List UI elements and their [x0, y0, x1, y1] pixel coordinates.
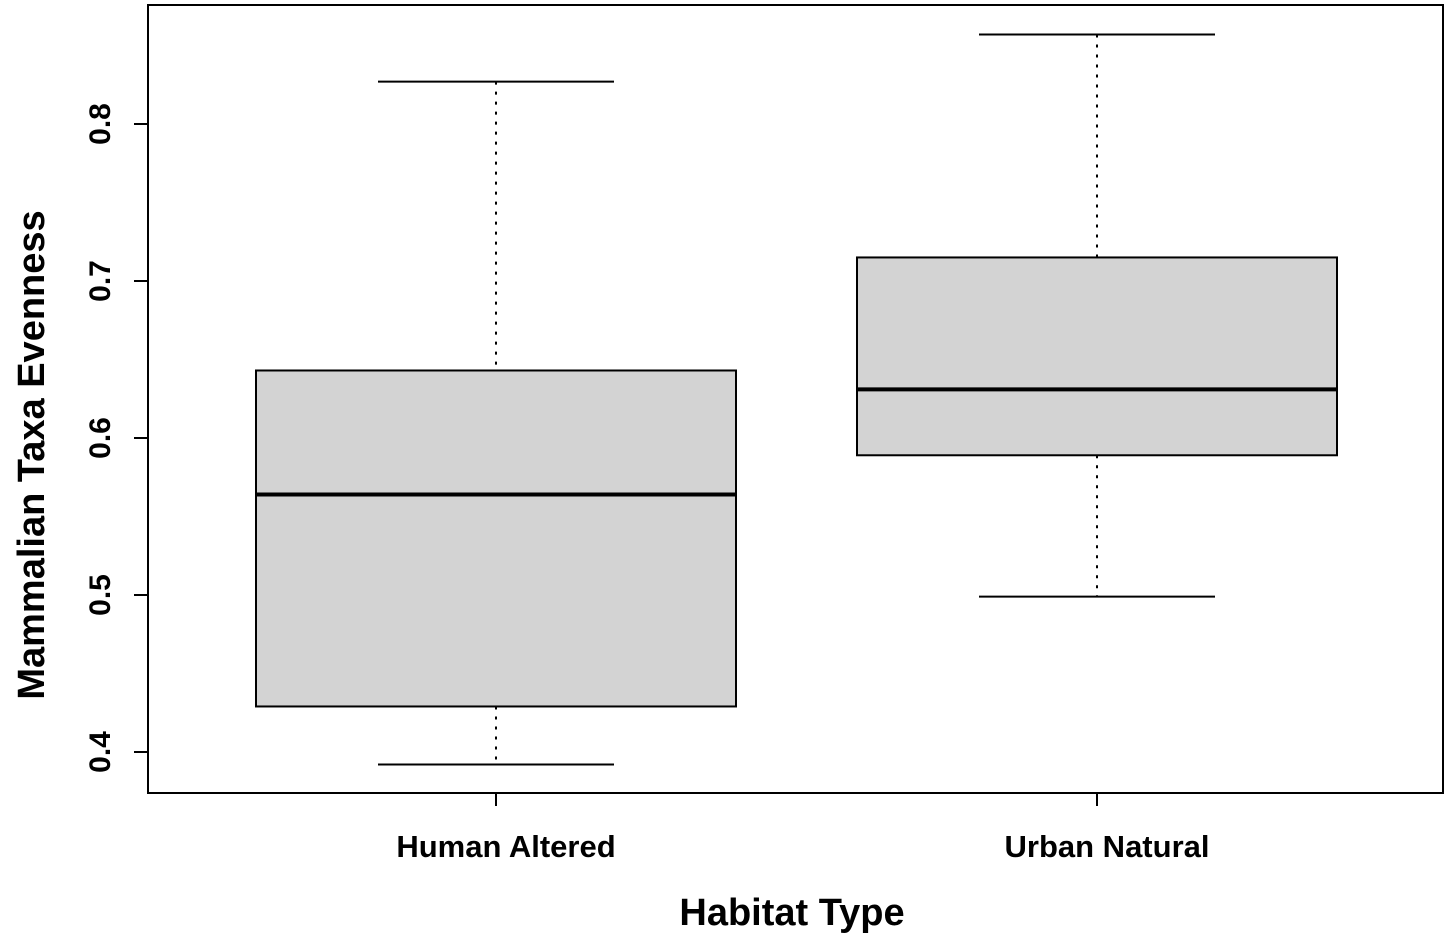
x-axis: Human Altered Urban Natural: [396, 793, 1209, 864]
x-axis-title: Habitat Type: [679, 892, 904, 934]
y-tick-label: 0.6: [84, 417, 117, 459]
y-axis-title: Mammalian Taxa Evenness: [11, 210, 53, 699]
iqr-box: [856, 256, 1338, 457]
plot-frame: [147, 4, 1444, 794]
box-urban-natural: [856, 33, 1338, 598]
box-human-altered: [255, 80, 737, 766]
x-tick-label: Urban Natural: [1005, 829, 1210, 864]
y-tick-label: 0.7: [84, 260, 117, 302]
y-axis: 0.4 0.5 0.6 0.7 0.8: [84, 103, 148, 773]
y-tick-label: 0.4: [84, 731, 117, 773]
x-tick-label: Human Altered: [396, 829, 615, 864]
box-series: [255, 33, 1338, 766]
y-tick-label: 0.5: [84, 574, 117, 616]
y-tick-label: 0.8: [84, 103, 117, 145]
iqr-box: [255, 369, 737, 708]
